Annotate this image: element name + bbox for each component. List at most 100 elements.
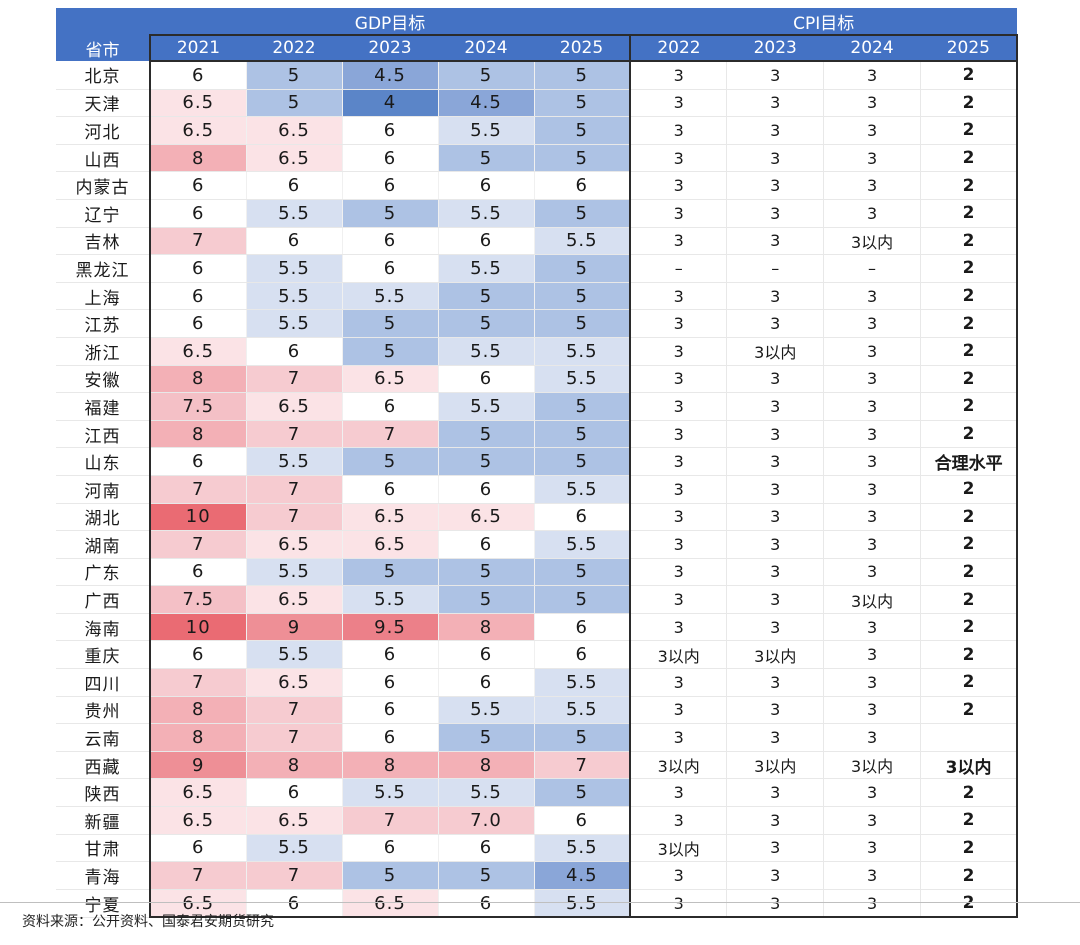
gdp-target-cell: 6.5 [246,806,343,835]
province-name: 山西 [56,144,150,173]
gdp-target-cell: 7 [342,806,439,835]
gdp-target-cell: 7.0 [438,806,535,835]
cpi-target-cell: 3以内 [823,585,921,614]
province-name: 宁夏 [56,889,150,918]
gdp-target-cell: 6.5 [438,503,535,532]
cpi-target-cell: 3 [823,834,921,863]
cpi-target-cell: 3 [823,530,921,559]
table-row: 湖南 7 6.5 6.5 6 5.5 3 3 3 2 [56,530,1019,559]
cpi-target-cell: 3 [726,530,825,559]
gdp-target-cell: 7 [246,503,343,532]
cpi-target-cell: 2 [920,116,1019,145]
cpi-target-cell: 3 [823,668,921,697]
gdp-target-cell: 5 [438,420,535,449]
cpi-target-cell: 2 [920,668,1019,697]
gdp-target-cell: 6 [342,696,439,725]
gdp-target-cell: 6 [534,640,632,670]
gdp-target-cell: 6 [246,227,343,256]
cpi-target-cell: 3以内 [920,751,1019,780]
gdp-target-cell: 6.5 [342,889,439,919]
cpi-target-cell: 3 [726,778,825,808]
gdp-target-cell: 7.5 [149,392,247,421]
province-name: 贵州 [56,696,150,725]
gdp-target-cell: 6 [246,778,343,808]
gdp-target-cell: 8 [149,723,247,752]
table-row: 陕西 6.5 6 5.5 5.5 5 3 3 3 2 [56,778,1019,808]
cpi-target-cell: 2 [920,503,1019,532]
gdp-target-cell: 5 [342,309,439,338]
gdp-target-cell: 5.5 [438,199,535,228]
gdp-target-cell: 8 [149,365,247,394]
table-row: 河北 6.5 6.5 6 5.5 5 3 3 3 2 [56,116,1019,145]
cpi-target-cell: 3以内 [726,337,825,366]
gdp-target-cell: 5 [438,144,535,173]
cpi-target-cell: 2 [920,778,1019,808]
gdp-target-cell: 5.5 [342,585,439,614]
gdp-target-cell: 6.5 [246,144,343,173]
table-row: 广东 6 5.5 5 5 5 3 3 3 2 [56,558,1019,587]
gdp-target-cell: 5.5 [246,834,343,863]
cpi-target-cell: 3 [629,475,728,504]
province-name: 安徽 [56,365,150,394]
gdp-target-cell: 6 [149,199,247,228]
gdp-target-cell: 5 [438,861,535,890]
cpi-target-cell: 3 [629,282,728,311]
cpi-target-cell: 2 [920,475,1019,504]
cpi-target-cell: 2 [920,530,1019,559]
cpi-target-cell: 3 [629,861,728,890]
cpi-target-cell: 2 [920,861,1019,890]
gdp-target-cell: 5.5 [438,337,535,366]
gdp-target-cell: 5.5 [534,475,632,504]
header-corner [56,8,150,35]
province-name: 西藏 [56,751,150,780]
gdp-target-cell: 6 [246,337,343,366]
gdp-target-cell: 4.5 [342,61,439,90]
gdp-target-cell: 5 [342,447,439,476]
cpi-target-cell: 3 [726,309,825,338]
gdp-target-cell: 5.5 [246,558,343,587]
gdp-target-cell: 6 [342,475,439,504]
gdp-target-cell: 7 [149,475,247,504]
cpi-target-cell: 3 [629,116,728,145]
cpi-target-cell: 3以内 [629,834,728,863]
gdp-target-cell: 6 [438,889,535,919]
gdp-target-cell: 5 [438,309,535,338]
cpi-target-cell: 3 [823,171,921,200]
table-row: 西藏 9 8 8 8 7 3以内 3以内 3以内 3以内 [56,751,1019,780]
cpi-target-cell: 3 [629,89,728,118]
gdp-target-cell: 5.5 [438,116,535,145]
cpi-target-cell: 3 [629,337,728,366]
gdp-target-cell: 6 [342,254,439,283]
gdp-target-cell: 6.5 [149,116,247,145]
gdp-year-header-2022: 2022 [246,34,342,62]
table-row: 山西 8 6.5 6 5 5 3 3 3 2 [56,144,1019,173]
gdp-target-cell: 7 [246,861,343,890]
cpi-target-cell: 3 [823,723,921,752]
table-row: 湖北 10 7 6.5 6.5 6 3 3 3 2 [56,503,1019,532]
gdp-target-cell: 5 [438,723,535,752]
gdp-target-cell: 6 [342,392,439,421]
province-name: 新疆 [56,806,150,835]
province-name: 吉林 [56,227,150,256]
cpi-target-cell: 3 [823,613,921,642]
cpi-target-cell: 2 [920,282,1019,311]
cpi-target-cell: 3 [629,503,728,532]
gdp-target-cell: 6 [438,668,535,697]
gdp-target-cell: 6 [149,282,247,311]
cpi-target-cell: 3以内 [726,751,825,780]
table-row: 江西 8 7 7 5 5 3 3 3 2 [56,420,1019,449]
gdp-target-cell: 5 [534,144,632,173]
gdp-target-cell: 6.5 [149,806,247,835]
gdp-target-cell: 10 [149,503,247,532]
cpi-target-cell: 3 [726,475,825,504]
gdp-target-cell: 10 [149,613,247,642]
table-row: 黑龙江 6 5.5 6 5.5 5– – –2 [56,254,1019,283]
gdp-target-cell: 7 [149,668,247,697]
province-name: 海南 [56,613,150,642]
cpi-target-cell: 2 [920,144,1019,173]
cpi-target-cell: 2 [920,337,1019,366]
cpi-target-cell: 3以内 [629,751,728,780]
gdp-year-header-2023: 2023 [342,34,438,62]
gdp-target-cell: 5 [438,282,535,311]
table-row: 福建 7.5 6.5 6 5.5 5 3 3 3 2 [56,392,1019,421]
